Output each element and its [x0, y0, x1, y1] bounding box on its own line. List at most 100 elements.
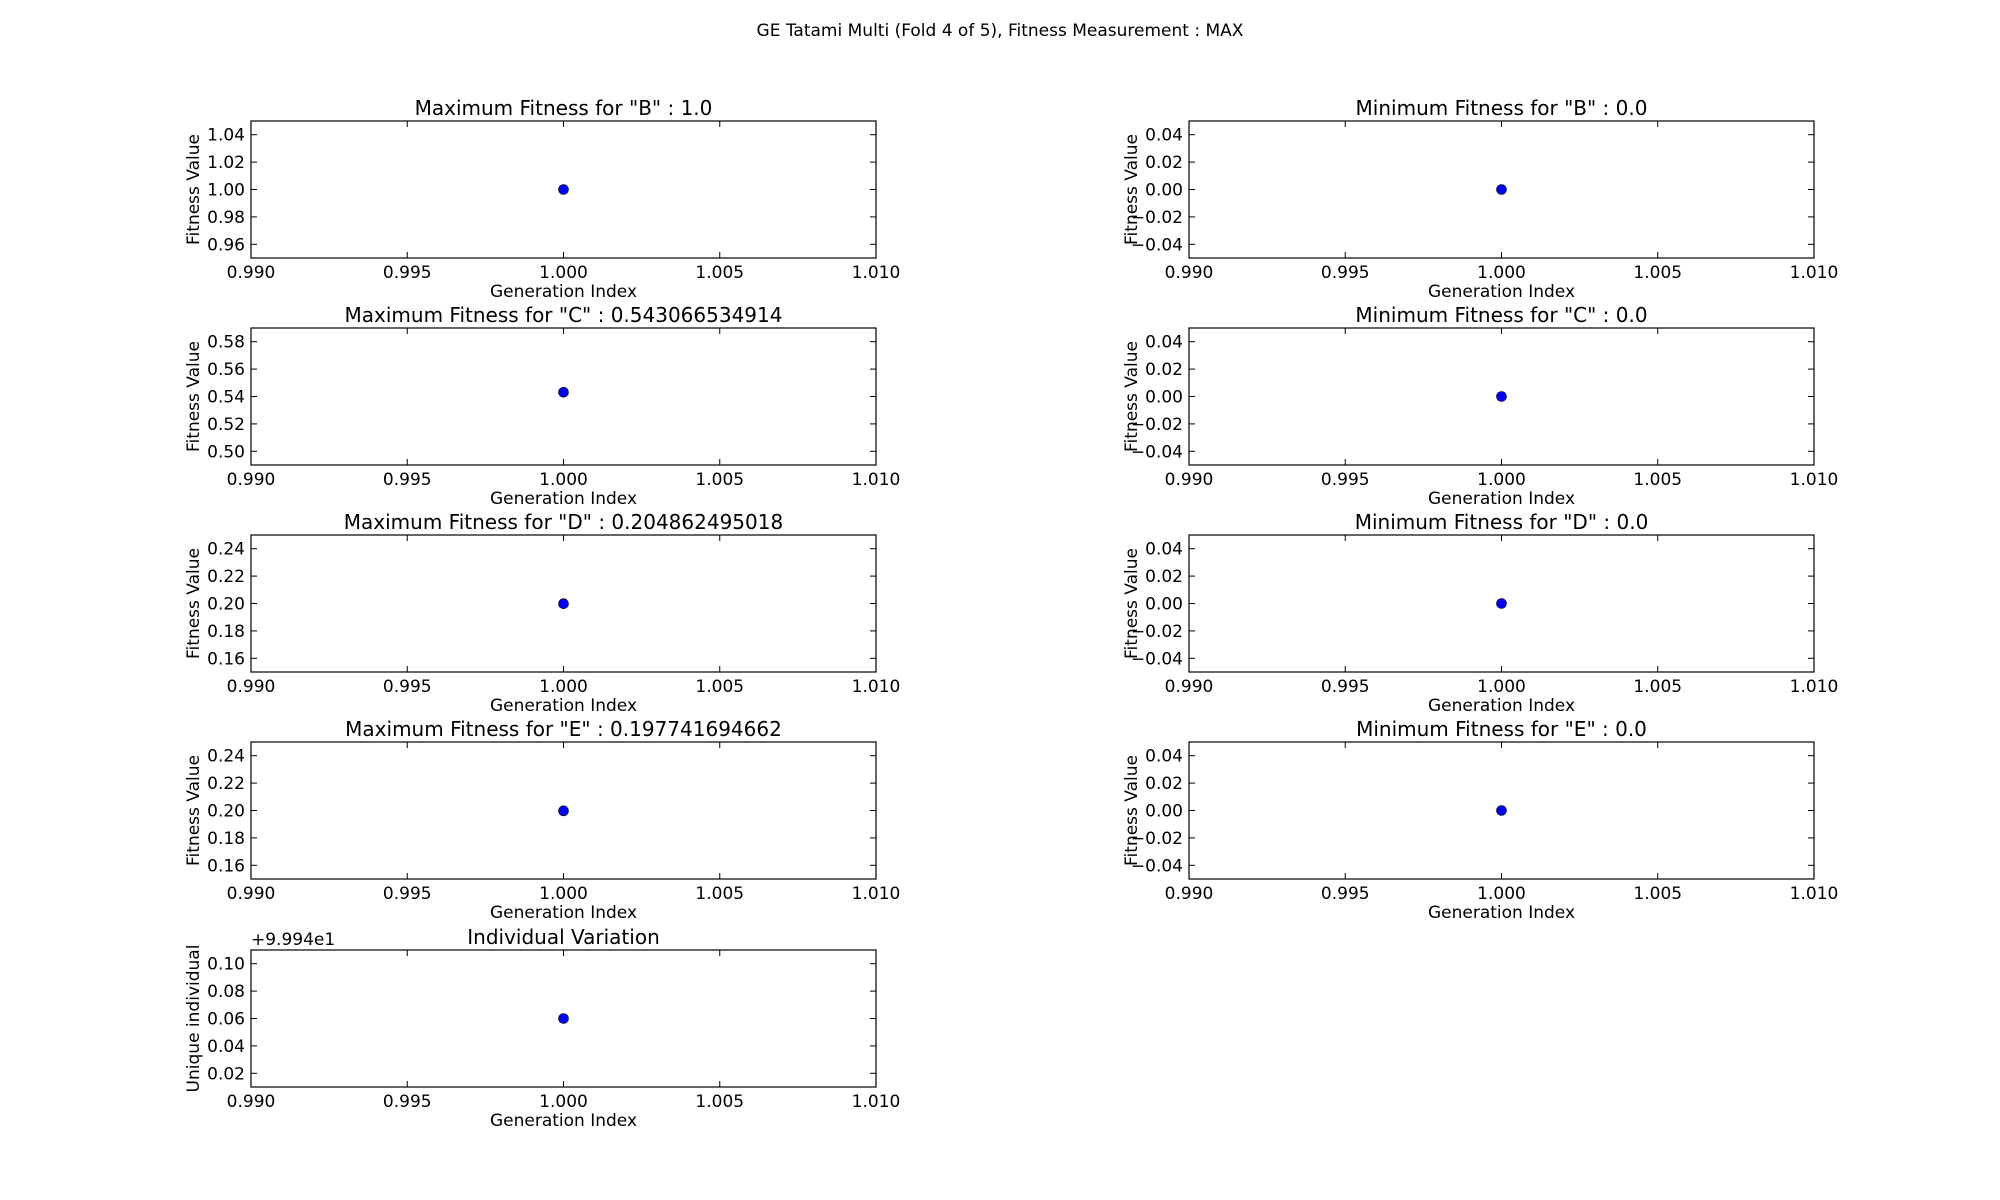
y-tick-label: 0.52	[207, 415, 245, 435]
x-tick-label: 0.990	[227, 884, 276, 904]
x-tick-label: 1.005	[695, 884, 744, 904]
x-tick-label: 1.010	[1790, 677, 1839, 697]
y-tick-label: 0.98	[207, 208, 245, 228]
y-tick-label: 1.00	[207, 181, 245, 201]
y-tick-label: 0.50	[207, 442, 245, 462]
y-axis-label: Fitness Value	[1122, 755, 1142, 866]
x-tick-label: 0.995	[383, 1092, 432, 1112]
y-tick-label: 0.04	[1145, 333, 1183, 353]
x-tick-label: 0.990	[1165, 677, 1214, 697]
y-tick-label: 0.02	[1145, 153, 1183, 173]
subplot-title: Minimum Fitness for "E" : 0.0	[1356, 717, 1647, 741]
y-tick-label: 0.20	[207, 595, 245, 615]
y-tick-label: 0.08	[207, 982, 245, 1002]
x-tick-label: 1.005	[695, 677, 744, 697]
y-tick-label: 0.18	[207, 622, 245, 642]
x-axis-label: Generation Index	[490, 489, 637, 509]
subplot-2: Minimum Fitness for "B" : 0.0 0.990 0.995 1…	[1122, 96, 1838, 302]
subplot-title: Maximum Fitness for "C" : 0.543066534914	[345, 303, 783, 327]
y-tick-label: −0.02	[1131, 829, 1183, 849]
subplot-4: Minimum Fitness for "C" : 0.0 0.990 0.995 1…	[1122, 303, 1838, 509]
x-tick-label: 1.010	[852, 470, 901, 490]
y-tick-label: 0.00	[1145, 802, 1183, 822]
subplot-title: Individual Variation	[467, 925, 660, 949]
y-tick-label: 0.04	[207, 1037, 245, 1057]
subplot-7: Maximum Fitness for "E" : 0.197741694662…	[184, 717, 900, 923]
y-tick-label: 0.04	[1145, 126, 1183, 146]
y-tick-label: 0.18	[207, 829, 245, 849]
x-tick-label: 1.010	[852, 677, 901, 697]
y-tick-label: 0.58	[207, 333, 245, 353]
y-tick-label: 0.96	[207, 235, 245, 255]
x-tick-label: 1.000	[539, 263, 588, 283]
x-tick-label: 1.000	[1477, 470, 1526, 490]
x-tick-label: 1.005	[1633, 677, 1682, 697]
subplot-3: Maximum Fitness for "C" : 0.543066534914…	[184, 303, 900, 509]
x-tick-label: 0.990	[1165, 470, 1214, 490]
y-axis-label: Fitness Value	[184, 755, 204, 866]
x-axis-label: Generation Index	[1428, 282, 1575, 302]
x-tick-label: 1.010	[1790, 884, 1839, 904]
subplot-title: Minimum Fitness for "B" : 0.0	[1356, 96, 1648, 120]
y-tick-label: 1.02	[207, 153, 245, 173]
x-tick-label: 0.990	[227, 263, 276, 283]
y-tick-label: 0.16	[207, 649, 245, 669]
x-tick-label: 1.000	[539, 1092, 588, 1112]
y-tick-label: 0.24	[207, 540, 245, 560]
x-tick-label: 0.995	[1321, 470, 1370, 490]
y-axis-label: Fitness Value	[1122, 548, 1142, 659]
data-point	[558, 598, 569, 609]
data-point	[558, 805, 569, 817]
y-tick-label: 0.02	[1145, 360, 1183, 380]
x-axis-label: Generation Index	[490, 903, 637, 923]
x-tick-label: 0.995	[1321, 884, 1370, 904]
x-tick-label: 0.995	[383, 470, 432, 490]
figure-title: GE Tatami Multi (Fold 4 of 5), Fitness M…	[757, 21, 1244, 41]
subplot-1: Maximum Fitness for "B" : 1.0 0.990 0.995 1…	[184, 96, 900, 302]
subplot-8: Minimum Fitness for "E" : 0.0 0.990 0.995 1…	[1122, 717, 1838, 923]
y-tick-label: 0.00	[1145, 388, 1183, 408]
x-axis-label: Generation Index	[490, 282, 637, 302]
subplot-title: Maximum Fitness for "B" : 1.0	[415, 96, 713, 120]
x-axis-label: Generation Index	[1428, 696, 1575, 716]
x-tick-label: 0.990	[227, 1092, 276, 1112]
y-tick-label: 1.04	[207, 126, 245, 146]
subplot-5: Maximum Fitness for "D" : 0.204862495018…	[184, 510, 900, 716]
x-tick-label: 1.010	[1790, 263, 1839, 283]
subplot-title: Maximum Fitness for "E" : 0.197741694662	[345, 717, 782, 741]
y-axis-label: Fitness Value	[1122, 134, 1142, 245]
x-tick-label: 1.005	[1633, 470, 1682, 490]
y-tick-label: 0.00	[1145, 181, 1183, 201]
y-tick-label: 0.54	[207, 388, 245, 408]
y-tick-label: 0.10	[207, 955, 245, 975]
y-tick-label: 0.02	[207, 1064, 245, 1084]
data-point	[1496, 598, 1507, 609]
x-tick-label: 1.005	[695, 263, 744, 283]
x-tick-label: 1.005	[695, 1092, 744, 1112]
subplot-6: Minimum Fitness for "D" : 0.0 0.990 0.995 1…	[1122, 510, 1838, 716]
x-tick-label: 0.990	[1165, 263, 1214, 283]
y-tick-label: −0.04	[1131, 856, 1183, 876]
y-tick-label: 0.04	[1145, 540, 1183, 560]
y-tick-label: 0.20	[207, 802, 245, 822]
x-tick-label: 1.010	[852, 884, 901, 904]
y-axis-label: Fitness Value	[184, 134, 204, 245]
x-tick-label: 0.990	[227, 470, 276, 490]
x-tick-label: 0.990	[1165, 884, 1214, 904]
x-tick-label: 0.995	[383, 884, 432, 904]
y-tick-label: 0.02	[1145, 774, 1183, 794]
x-tick-label: 1.000	[539, 884, 588, 904]
x-tick-label: 1.000	[1477, 677, 1526, 697]
y-tick-label: −0.04	[1131, 235, 1183, 255]
y-tick-label: 0.22	[207, 567, 245, 587]
x-tick-label: 1.010	[852, 1092, 901, 1112]
y-tick-label: 0.24	[207, 747, 245, 767]
data-point	[558, 386, 569, 398]
data-point	[558, 184, 569, 195]
subplot-title: Minimum Fitness for "C" : 0.0	[1355, 303, 1647, 327]
y-tick-label: 0.02	[1145, 567, 1183, 587]
x-axis-label: Generation Index	[490, 696, 637, 716]
y-tick-label: 0.22	[207, 774, 245, 794]
